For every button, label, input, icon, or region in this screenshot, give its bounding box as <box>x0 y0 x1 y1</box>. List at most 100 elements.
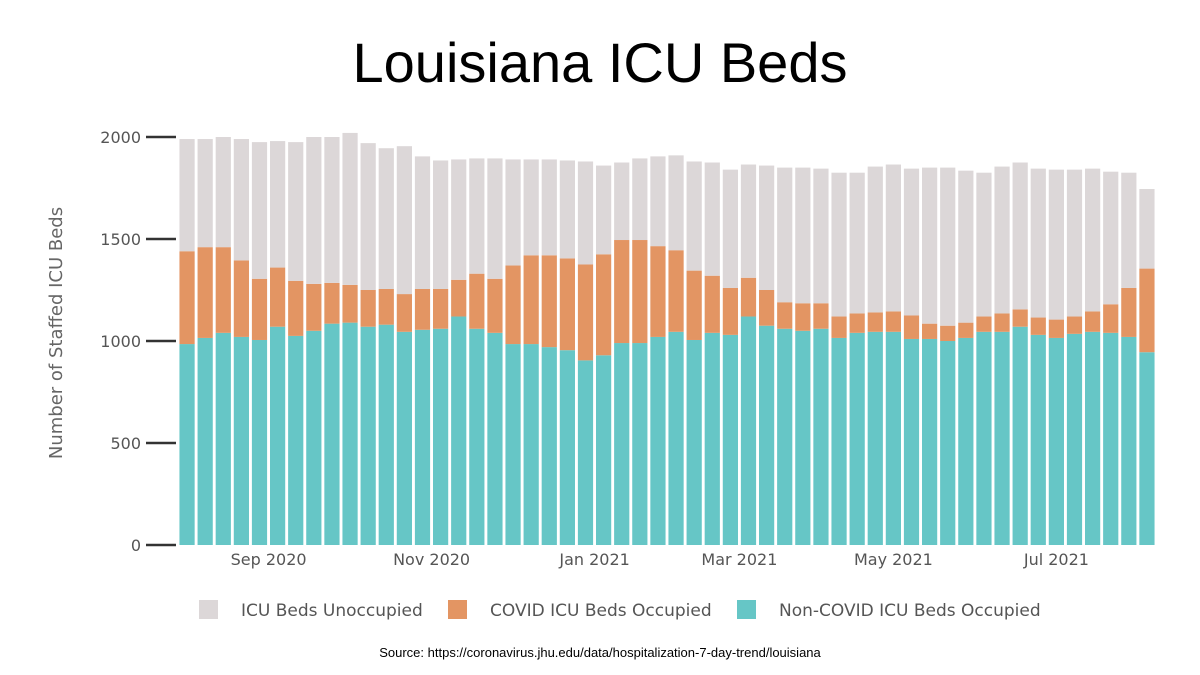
bar-unoccupied <box>740 164 757 278</box>
bar-covid <box>270 267 286 327</box>
bar-unoccupied <box>849 172 865 314</box>
bar-covid <box>632 240 648 344</box>
bar-non-covid <box>414 329 431 545</box>
bar-covid <box>976 316 992 332</box>
bar-covid <box>469 273 485 329</box>
bar-unoccupied <box>215 137 231 248</box>
bar-covid <box>233 260 249 337</box>
bar-non-covid <box>903 338 920 545</box>
x-tick-label: Sep 2020 <box>231 550 307 569</box>
bar-non-covid <box>324 323 340 545</box>
bar-unoccupied <box>396 146 412 295</box>
bar-covid <box>740 277 757 317</box>
bar-covid <box>903 315 920 339</box>
bar-covid <box>994 313 1010 332</box>
x-tick-label: Nov 2020 <box>393 550 470 569</box>
bar-non-covid <box>270 326 286 545</box>
bar-unoccupied <box>559 160 575 259</box>
bar-unoccupied <box>614 162 630 241</box>
bar-non-covid <box>523 344 539 545</box>
bar-unoccupied <box>233 139 249 261</box>
bar-non-covid <box>650 336 666 545</box>
bar-unoccupied <box>1012 162 1028 310</box>
bar-unoccupied <box>523 159 539 256</box>
bar-unoccupied <box>722 169 738 288</box>
bar-unoccupied <box>342 132 358 285</box>
bar-unoccupied <box>1139 189 1155 269</box>
bar-non-covid <box>668 331 684 545</box>
bar-non-covid <box>451 316 467 545</box>
x-tick-label: Jan 2021 <box>558 550 629 569</box>
bar-covid <box>759 290 775 326</box>
y-axis: 0 500 1000 1500 2000 <box>100 128 176 555</box>
bar-unoccupied <box>1048 169 1064 320</box>
bar-non-covid <box>813 328 829 545</box>
bar-covid <box>704 275 720 333</box>
x-tick-label: Jul 2021 <box>1023 550 1089 569</box>
bar-covid <box>722 287 738 335</box>
bar-non-covid <box>233 336 249 545</box>
bar-covid <box>668 250 684 332</box>
bar-non-covid <box>396 331 412 545</box>
y-axis-label: Number of Staffed ICU Beds <box>46 207 67 459</box>
bar-non-covid <box>179 344 195 545</box>
bar-covid <box>1139 268 1155 353</box>
bar-unoccupied <box>469 158 485 274</box>
bar-unoccupied <box>976 172 992 317</box>
x-tick-label: May 2021 <box>854 550 933 569</box>
bar-covid <box>433 288 449 329</box>
chart-title: Louisiana ICU Beds <box>352 31 848 94</box>
bar-covid <box>577 264 594 361</box>
bar-unoccupied <box>777 167 793 303</box>
bar-covid <box>1048 319 1064 338</box>
bar-covid <box>885 311 901 332</box>
x-axis: Sep 2020 Nov 2020 Jan 2021 Mar 2021 May 2021… <box>231 550 1089 569</box>
bar-unoccupied <box>650 156 666 247</box>
bar-covid <box>1030 317 1046 335</box>
bar-covid <box>342 284 358 323</box>
bar-covid <box>414 288 431 330</box>
bar-unoccupied <box>324 137 340 283</box>
bar-non-covid <box>1139 352 1155 545</box>
bar-covid <box>922 323 938 339</box>
y-tick-label: 0 <box>131 536 141 555</box>
bar-unoccupied <box>288 142 304 281</box>
bar-unoccupied <box>1085 168 1101 312</box>
bar-covid <box>360 290 376 327</box>
bar-covid <box>251 278 268 340</box>
bars <box>179 132 1155 545</box>
bar-unoccupied <box>813 168 829 304</box>
bar-unoccupied <box>686 161 702 271</box>
bar-non-covid <box>288 335 304 545</box>
bar-non-covid <box>632 343 648 545</box>
bar-non-covid <box>541 347 557 545</box>
bar-non-covid <box>704 332 720 545</box>
bar-non-covid <box>885 331 901 545</box>
bar-non-covid <box>505 344 521 545</box>
bar-non-covid <box>1085 331 1101 545</box>
legend-swatch <box>199 600 218 619</box>
y-tick-label: 1000 <box>100 332 141 351</box>
bar-non-covid <box>759 325 775 545</box>
bar-unoccupied <box>577 161 594 265</box>
bar-non-covid <box>469 328 485 545</box>
bar-covid <box>505 265 521 345</box>
x-tick-label: Mar 2021 <box>701 550 777 569</box>
bar-non-covid <box>686 339 702 545</box>
bar-covid <box>849 313 865 333</box>
bar-non-covid <box>306 330 322 545</box>
bar-unoccupied <box>831 172 847 317</box>
bar-unoccupied <box>795 167 811 304</box>
bar-unoccupied <box>487 158 503 279</box>
bar-non-covid <box>559 350 575 545</box>
bar-non-covid <box>831 337 847 545</box>
y-tick-label: 2000 <box>100 128 141 147</box>
bar-non-covid <box>940 341 956 545</box>
bar-non-covid <box>215 332 231 545</box>
bar-non-covid <box>1012 326 1028 545</box>
bar-unoccupied <box>179 139 195 252</box>
bar-non-covid <box>1121 336 1137 545</box>
bar-covid <box>614 240 630 344</box>
bar-covid <box>777 302 793 329</box>
bar-non-covid <box>251 339 268 545</box>
